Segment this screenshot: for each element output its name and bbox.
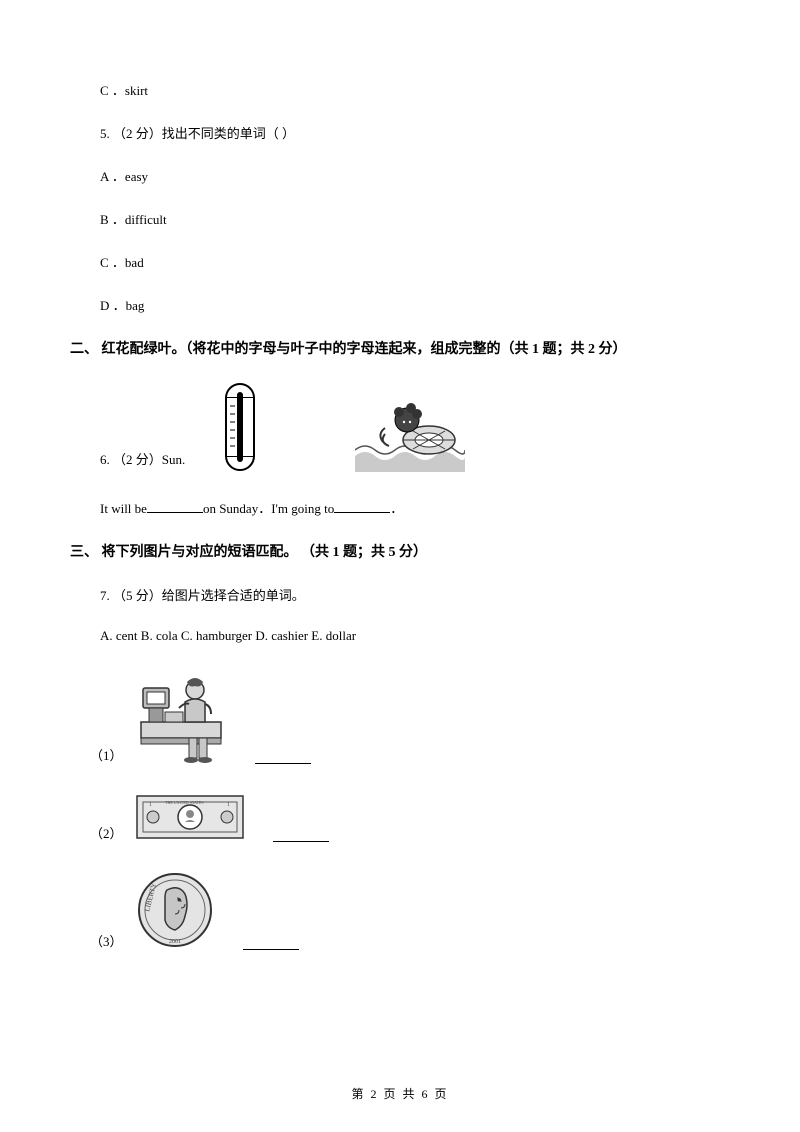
- section3-heading: 三、 将下列图片与对应的短语匹配。 （共 1 题；共 5 分）: [70, 541, 730, 561]
- blank-input[interactable]: [255, 752, 311, 764]
- svg-text:2001: 2001: [169, 939, 181, 945]
- dollar-bill-icon: 1 1 THE UNITED STATES: [135, 792, 245, 846]
- q5-option-c[interactable]: C ．bad: [100, 252, 730, 271]
- q6-sentence-part3: ．: [390, 501, 403, 516]
- blank-input[interactable]: [273, 830, 329, 842]
- orphan-option-c: C ．skirt: [100, 80, 730, 99]
- q7-item-2: （2） 1 1 THE UNITED STATES: [90, 792, 730, 846]
- q7-stem: 7. （5 分）给图片选择合适的单词。: [100, 585, 730, 604]
- q6-sentence-part1: It will be: [100, 501, 147, 516]
- thermometer-icon: [215, 382, 265, 476]
- svg-text:THE UNITED STATES: THE UNITED STATES: [165, 800, 204, 805]
- q5-option-a[interactable]: A ．easy: [100, 166, 730, 185]
- q6-sentence-part2: on Sunday．I'm going to: [203, 501, 334, 516]
- q7-item-3: （3） LIBERTY 2001: [90, 870, 730, 954]
- q7-item-1: （1）: [90, 668, 730, 768]
- q5-stem: 5. （2 分）找出不同类的单词（ ）: [100, 123, 730, 142]
- swimming-icon: [355, 398, 465, 476]
- q6-sentence: It will be on Sunday．I'm going to ．: [100, 498, 730, 517]
- section2-heading: 二、 红花配绿叶。（将花中的字母与叶子中的字母连起来，组成完整的（共 1 题；共…: [70, 338, 730, 358]
- q5-option-d[interactable]: D ．bag: [100, 295, 730, 314]
- cashier-icon: [135, 668, 227, 768]
- q5-option-b[interactable]: B ．difficult: [100, 209, 730, 228]
- q7-item-2-num: （2）: [90, 823, 123, 846]
- q7-options: A. cent B. cola C. hamburger D. cashier …: [100, 628, 730, 644]
- page-footer: 第 2 页 共 6 页: [0, 1085, 800, 1102]
- blank-input[interactable]: [243, 938, 299, 950]
- q7-item-1-num: （1）: [90, 745, 123, 768]
- coin-icon: LIBERTY 2001: [135, 870, 215, 954]
- blank-input[interactable]: [334, 501, 390, 513]
- blank-input[interactable]: [147, 501, 203, 513]
- q6-row: 6. （2 分）Sun.: [100, 382, 730, 476]
- q7-item-3-num: （3）: [90, 931, 123, 954]
- q6-stem: 6. （2 分）Sun.: [100, 449, 185, 476]
